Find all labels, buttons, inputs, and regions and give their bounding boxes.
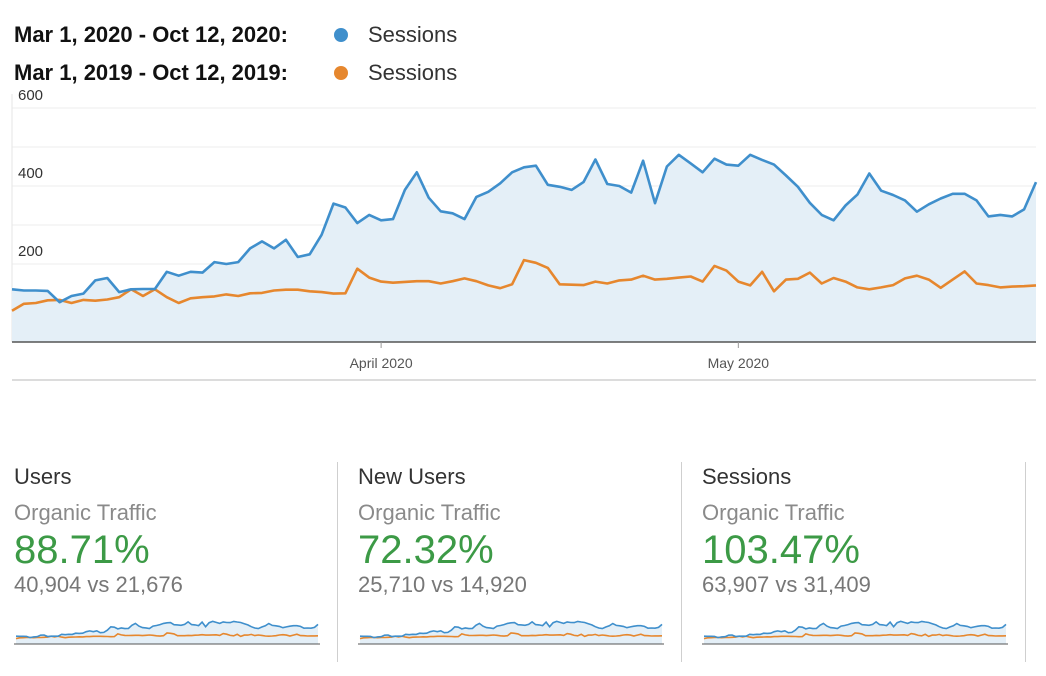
legend-series-label: Sessions <box>368 60 458 85</box>
metric-title: Users <box>14 464 72 489</box>
legend-date-range: Mar 1, 2019 - Oct 12, 2019: <box>14 60 288 85</box>
legend-series-label: Sessions <box>368 22 458 47</box>
comparison-values: 40,904 vs 21,676 <box>14 572 183 597</box>
y-tick-label: 200 <box>18 243 43 260</box>
x-tick-label: May 2020 <box>708 355 770 371</box>
y-tick-label: 600 <box>18 88 43 104</box>
x-tick-label: April 2020 <box>350 355 413 371</box>
legend-dot-orange-icon <box>334 66 348 80</box>
sparkline <box>358 620 664 645</box>
card-divider <box>1025 462 1026 662</box>
sparkline-previous <box>703 632 1007 640</box>
chart-legend: Mar 1, 2020 - Oct 12, 2020: Sessions Mar… <box>14 16 457 92</box>
legend-dot-blue-icon <box>334 28 348 42</box>
metric-card-sessions[interactable]: Sessions Organic Traffic 103.47% 63,907 … <box>702 462 1012 662</box>
card-divider <box>337 462 338 662</box>
percent-change: 88.71% <box>14 528 150 572</box>
segment-label: Organic Traffic <box>14 500 157 525</box>
card-divider <box>681 462 682 662</box>
legend-row-current[interactable]: Mar 1, 2020 - Oct 12, 2020: Sessions <box>14 16 457 54</box>
percent-change: 72.32% <box>358 528 494 572</box>
comparison-values: 63,907 vs 31,409 <box>702 572 871 597</box>
segment-label: Organic Traffic <box>702 500 845 525</box>
sparkline <box>702 620 1008 645</box>
segment-label: Organic Traffic <box>358 500 501 525</box>
series-area-current <box>12 154 1036 342</box>
sessions-line-chart[interactable]: 200 400 600 April 2020 May 2020 <box>0 88 1046 388</box>
metric-card-new-users[interactable]: New Users Organic Traffic 72.32% 25,710 … <box>358 462 668 662</box>
metric-card-users[interactable]: Users Organic Traffic 88.71% 40,904 vs 2… <box>14 462 324 662</box>
legend-row-previous[interactable]: Mar 1, 2019 - Oct 12, 2019: Sessions <box>14 54 457 92</box>
sparkline-current <box>15 620 319 639</box>
legend-date-range: Mar 1, 2020 - Oct 12, 2020: <box>14 22 288 47</box>
sparkline-previous <box>15 632 319 640</box>
y-tick-label: 400 <box>18 165 43 182</box>
metric-title: Sessions <box>702 464 792 489</box>
percent-change: 103.47% <box>702 528 860 572</box>
sparkline <box>14 620 320 645</box>
sparkline-current <box>703 620 1007 639</box>
sparkline-current <box>359 620 663 639</box>
comparison-values: 25,710 vs 14,920 <box>358 572 527 597</box>
sparkline-previous <box>359 632 663 640</box>
series-line-previous <box>11 258 1037 312</box>
series-line-current <box>11 153 1038 304</box>
metric-title: New Users <box>358 464 466 489</box>
metric-cards: Users Organic Traffic 88.71% 40,904 vs 2… <box>0 462 1046 662</box>
